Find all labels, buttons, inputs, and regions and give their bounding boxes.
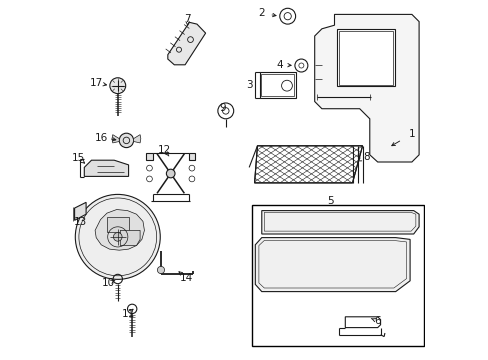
Text: 5: 5 <box>327 196 333 206</box>
Circle shape <box>113 233 122 241</box>
Text: 17: 17 <box>89 78 102 88</box>
Text: 13: 13 <box>74 217 87 228</box>
Polygon shape <box>261 211 418 234</box>
Bar <box>259 72 295 98</box>
Polygon shape <box>120 230 140 246</box>
Polygon shape <box>75 202 86 220</box>
Polygon shape <box>255 238 409 292</box>
Circle shape <box>119 133 133 148</box>
Circle shape <box>157 266 164 274</box>
Text: 4: 4 <box>276 60 283 70</box>
Bar <box>251 205 423 346</box>
Text: 7: 7 <box>184 14 190 24</box>
Circle shape <box>166 169 175 178</box>
Text: 12: 12 <box>158 145 171 156</box>
Circle shape <box>110 78 125 94</box>
Polygon shape <box>314 14 418 162</box>
Text: 16: 16 <box>94 132 108 143</box>
Polygon shape <box>112 135 119 143</box>
Polygon shape <box>146 153 152 160</box>
Polygon shape <box>95 210 144 250</box>
Polygon shape <box>84 160 128 176</box>
Polygon shape <box>254 146 362 183</box>
Circle shape <box>75 194 160 279</box>
Bar <box>261 74 293 96</box>
Text: 3: 3 <box>246 80 253 90</box>
Text: 15: 15 <box>72 153 85 163</box>
Polygon shape <box>337 29 394 86</box>
Polygon shape <box>107 217 128 232</box>
Text: 2: 2 <box>258 8 264 18</box>
Text: 14: 14 <box>179 273 192 283</box>
Text: 11: 11 <box>122 309 135 319</box>
Text: 1: 1 <box>408 129 414 139</box>
Polygon shape <box>167 22 205 65</box>
Text: 10: 10 <box>102 278 115 288</box>
Text: 8: 8 <box>362 152 369 162</box>
Polygon shape <box>133 135 141 143</box>
Text: 9: 9 <box>219 103 226 113</box>
Text: 6: 6 <box>374 316 380 326</box>
Polygon shape <box>188 153 195 160</box>
